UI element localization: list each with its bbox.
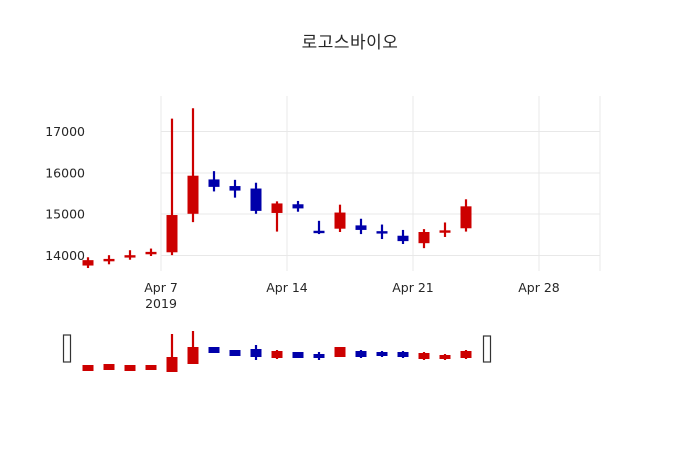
- volume-candle-body: [334, 347, 346, 357]
- candlestick: [124, 250, 136, 260]
- volume-candle: [418, 352, 430, 360]
- x-axis-year-label: 2019: [145, 296, 177, 311]
- volume-candle: [145, 365, 157, 370]
- volume-candle-body: [292, 352, 304, 358]
- volume-candle: [187, 331, 199, 364]
- candlestick: [166, 118, 178, 256]
- candlestick-body: [187, 175, 199, 214]
- candlestick: [145, 248, 157, 257]
- candlestick-body: [271, 203, 283, 213]
- candlestick-body: [334, 212, 346, 229]
- volume-candle: [166, 334, 178, 372]
- volume-candle: [229, 350, 241, 356]
- volume-candle: [62, 334, 72, 363]
- volume-candle: [208, 347, 220, 353]
- volume-candle-body: [124, 365, 136, 371]
- candlestick-body: [418, 232, 430, 244]
- volume-candle-body: [166, 357, 178, 372]
- candlestick: [397, 229, 409, 245]
- y-axis-tick-label: 15000: [45, 207, 85, 222]
- candlestick: [82, 257, 94, 269]
- volume-candle-body: [82, 365, 94, 371]
- candlestick: [334, 204, 346, 233]
- candlestick-body: [124, 255, 136, 258]
- candlestick: [187, 108, 199, 223]
- volume-candle: [124, 365, 136, 371]
- volume-candle: [460, 350, 472, 359]
- candlestick: [313, 220, 325, 235]
- candlestick-body: [313, 230, 325, 234]
- volume-candle-body: [208, 347, 220, 353]
- volume-candle: [439, 354, 451, 360]
- candlestick-body: [82, 260, 94, 266]
- volume-candle-body: [355, 351, 367, 357]
- candlestick-body: [439, 230, 451, 233]
- volume-candle-body: [313, 354, 325, 358]
- y-axis-ticks-group: 14000 15000 16000 17000: [45, 124, 85, 263]
- volume-candle-body: [460, 351, 472, 358]
- gridlines-group: [160, 96, 601, 271]
- candlestick-body: [376, 231, 388, 234]
- volume-candle: [250, 345, 262, 360]
- y-axis-tick-label: 16000: [45, 165, 85, 180]
- volume-candle-body: [397, 352, 409, 357]
- candlestick: [229, 179, 241, 198]
- volume-candle-body: [250, 349, 262, 357]
- candlestick: [439, 222, 451, 237]
- candlestick-body: [355, 225, 367, 230]
- volume-candle: [334, 347, 346, 357]
- candlestick: [103, 255, 115, 265]
- volume-candles-group: [62, 331, 492, 372]
- candlestick-body: [460, 206, 472, 229]
- candlestick: [355, 218, 367, 235]
- volume-candle: [376, 351, 388, 357]
- volume-candle: [313, 352, 325, 360]
- volume-candle: [482, 335, 492, 363]
- candlestick: [418, 229, 430, 249]
- y-axis-tick-label: 17000: [45, 124, 85, 139]
- candlestick: [376, 224, 388, 240]
- candlestick-body: [166, 215, 178, 253]
- chart-title: 로고스바이오: [301, 33, 399, 53]
- x-axis-tick-label: Apr 21: [392, 280, 434, 295]
- volume-candle-body: [187, 347, 199, 364]
- candlestick-body: [292, 204, 304, 209]
- x-axis-tick-label: Apr 14: [266, 280, 308, 295]
- volume-candle-hollow-body: [62, 334, 72, 363]
- volume-candle: [292, 352, 304, 358]
- y-axis-tick-label: 14000: [45, 248, 85, 263]
- candlestick: [271, 201, 283, 232]
- x-axis-ticks-group: Apr 7 Apr 14 Apr 21 Apr 28 2019: [144, 280, 560, 311]
- candlestick-body: [250, 188, 262, 211]
- candlestick: [292, 200, 304, 212]
- volume-candle: [397, 351, 409, 358]
- volume-candle-body: [376, 352, 388, 356]
- candlestick-body: [103, 258, 115, 262]
- candlestick: [460, 199, 472, 232]
- volume-candle-body: [418, 353, 430, 359]
- volume-candle: [103, 364, 115, 370]
- volume-candle-body: [439, 355, 451, 359]
- x-axis-tick-label: Apr 28: [518, 280, 560, 295]
- candlestick-body: [229, 186, 241, 191]
- volume-candle: [82, 365, 94, 371]
- volume-candle-body: [229, 350, 241, 356]
- candlestick: [208, 171, 220, 192]
- volume-candle: [271, 350, 283, 359]
- x-axis-tick-label: Apr 7: [144, 280, 178, 295]
- volume-candle-body: [145, 365, 157, 370]
- volume-candle: [355, 350, 367, 358]
- candlestick-body: [208, 179, 220, 187]
- price-candles-group: [82, 108, 472, 269]
- volume-candle-hollow-body: [482, 335, 492, 363]
- candlestick: [250, 182, 262, 214]
- volume-candle-body: [271, 351, 283, 358]
- candlestick-body: [397, 235, 409, 242]
- candlestick-body: [145, 251, 157, 255]
- volume-candle-body: [103, 364, 115, 370]
